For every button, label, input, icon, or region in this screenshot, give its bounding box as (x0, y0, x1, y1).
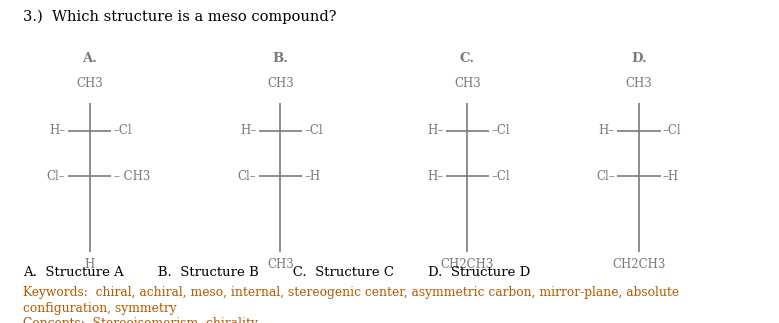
Text: CH2CH3: CH2CH3 (612, 258, 665, 271)
Text: –Cl: –Cl (492, 170, 510, 182)
Text: H–: H– (427, 124, 443, 137)
Text: CH3: CH3 (76, 78, 103, 90)
Text: configuration, symmetry: configuration, symmetry (23, 302, 177, 315)
Text: C.: C. (460, 52, 475, 65)
Text: H–: H– (598, 124, 615, 137)
Text: CH2CH3: CH2CH3 (441, 258, 494, 271)
Text: CH3: CH3 (267, 258, 294, 271)
Text: D.: D. (631, 52, 647, 65)
Text: H–: H– (427, 170, 443, 182)
Text: 3.)  Which structure is a meso compound?: 3.) Which structure is a meso compound? (23, 10, 337, 24)
Text: A.: A. (82, 52, 97, 65)
Text: Concepts:  Stereoisomerism, chirality: Concepts: Stereoisomerism, chirality (23, 317, 259, 323)
Text: Keywords:  chiral, achiral, meso, internal, stereogenic center, asymmetric carbo: Keywords: chiral, achiral, meso, interna… (23, 286, 679, 299)
Text: CH3: CH3 (626, 78, 652, 90)
Text: H–: H– (240, 124, 256, 137)
Text: A.  Structure A        B.  Structure B        C.  Structure C        D.  Structu: A. Structure A B. Structure B C. Structu… (23, 266, 530, 279)
Text: –Cl: –Cl (663, 124, 682, 137)
Text: Cl–: Cl– (238, 170, 256, 182)
Text: H: H (84, 258, 95, 271)
Text: Cl–: Cl– (596, 170, 615, 182)
Text: –Cl: –Cl (492, 124, 510, 137)
Text: –H: –H (663, 170, 679, 182)
Text: –Cl: –Cl (114, 124, 132, 137)
Text: CH3: CH3 (267, 78, 294, 90)
Text: Cl–: Cl– (47, 170, 65, 182)
Text: – CH3: – CH3 (114, 170, 150, 182)
Text: H–: H– (49, 124, 65, 137)
Text: B.: B. (273, 52, 288, 65)
Text: CH3: CH3 (454, 78, 481, 90)
Text: –Cl: –Cl (305, 124, 323, 137)
Text: –H: –H (305, 170, 321, 182)
